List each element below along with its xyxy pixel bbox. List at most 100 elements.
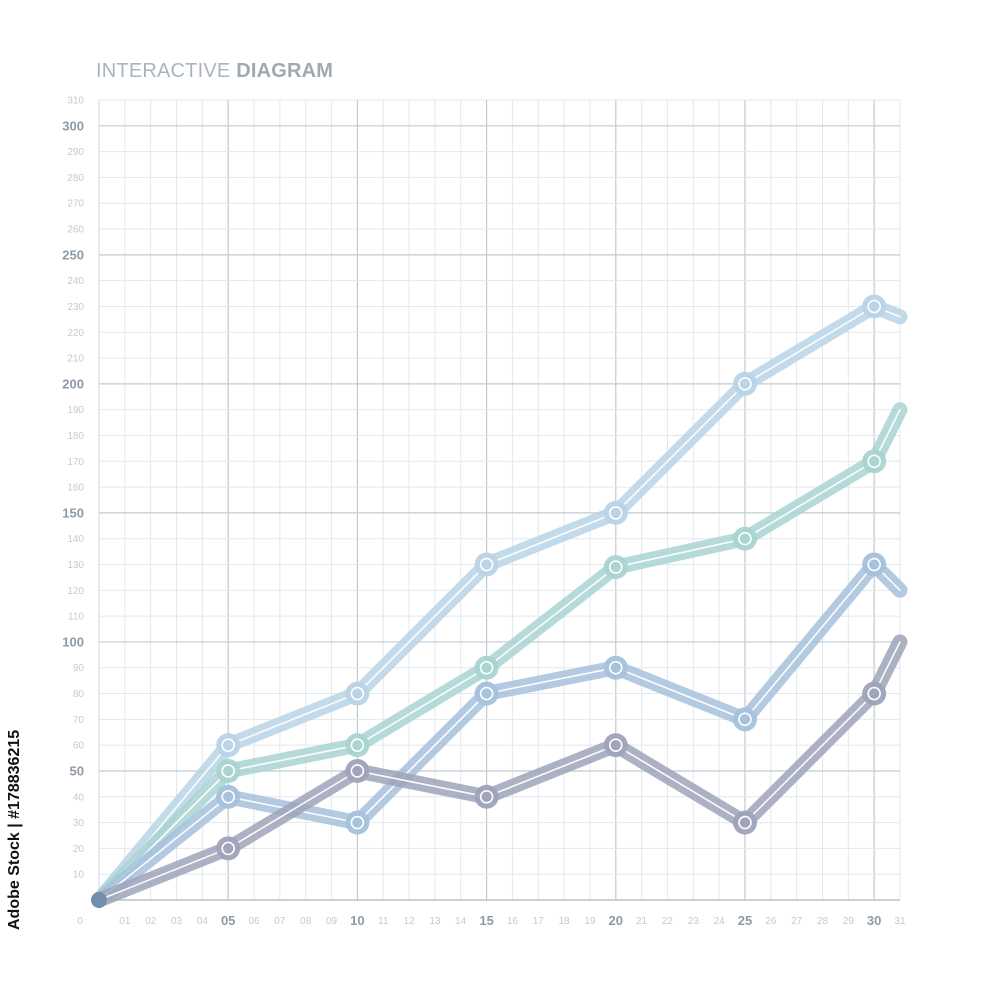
series-point-halo [603,655,628,680]
y-tick-label: 300 [62,118,84,133]
series-point-halo [216,836,241,861]
x-tick-label: 26 [765,916,777,927]
x-tick-label: 04 [197,916,209,927]
series-point-halo [862,294,887,319]
series-point-halo [216,758,241,783]
series-point-halo [732,810,757,835]
y-tick-label: 150 [62,505,84,520]
x-tick-label: 08 [300,916,312,927]
y-tick-label: 260 [67,225,84,236]
x-tick-label: 21 [636,916,648,927]
x-tick-label: 17 [533,916,545,927]
series-point-halo [345,681,370,706]
y-tick-label: 240 [67,276,84,287]
x-tick-label: 15 [479,913,493,928]
x-tick-label: 25 [738,913,752,928]
series-line-band [91,402,908,908]
series-line-core [98,305,901,901]
series-point-halo [862,681,887,706]
series-point [479,789,494,804]
x-tick-label: 24 [714,916,726,927]
y-tick-label: 110 [68,612,84,623]
x-tick-label: 28 [817,916,829,927]
x-tick-label: 11 [378,916,389,927]
x-tick-label: 09 [326,916,338,927]
y-tick-label: 40 [73,792,85,803]
series-point [479,686,494,701]
y-tick-label: 220 [67,328,84,339]
y-tick-label: 180 [67,431,84,442]
x-tick-label: 14 [455,916,467,927]
x-tick-label: 05 [221,913,235,928]
series-point [350,686,365,701]
series-point [738,712,752,727]
series-lines [91,299,908,908]
series-line-core [98,563,901,901]
x-tick-label: 22 [662,916,674,927]
series-point [221,764,235,778]
y-tick-label: 90 [73,663,85,674]
y-tick-label: 280 [67,173,84,184]
series-line-core [98,408,901,901]
y-tick-label: 70 [73,715,85,726]
y-tick-label: 80 [73,689,85,700]
y-tick-label: 310 [67,96,84,107]
series-point [867,299,881,314]
y-tick-label: 140 [67,534,84,545]
series-point-halo [603,555,628,580]
y-tick-label: 170 [67,457,84,468]
y-tick-label: 60 [73,741,85,752]
series-point-halo [732,526,757,551]
y-tick-label: 230 [67,302,84,313]
series-point [350,815,365,830]
series-point [867,454,881,469]
series-point-halo [216,733,241,758]
series-point [867,557,881,572]
series-point [608,738,623,752]
y-tick-label: 210 [67,354,84,365]
series-point [738,377,752,391]
x-tick-label: 31 [894,916,906,927]
x-tick-label: 19 [584,916,596,927]
y-tick-label: 160 [67,483,84,494]
image-credit: Adobe Stock | #178836215 [6,729,23,930]
x-tick-label: 10 [350,913,364,928]
x-tick-label: 18 [559,916,571,927]
series-point [608,506,623,520]
series-point-halo [345,758,370,783]
series-point [350,738,365,752]
chart-title-bold: DIAGRAM [236,60,334,82]
series-point [221,841,235,856]
series-point-halo [345,810,370,835]
y-tick-label: 190 [67,405,84,416]
series-point [479,557,494,572]
series-point [350,764,365,778]
series-point [738,531,752,546]
series-point [738,815,752,830]
x-tick-label: 03 [171,916,183,927]
x-tick-label: 0 [77,916,83,927]
y-tick-label: 130 [67,560,84,571]
series-point-halo [474,681,499,706]
series-point [221,789,235,804]
y-tick-label: 250 [62,247,84,262]
x-tick-label: 29 [843,916,855,927]
x-tick-label: 13 [429,916,441,927]
y-tick-label: 100 [62,634,84,649]
series-point-halo [345,733,370,758]
series-point-halo [474,552,499,577]
y-axis: 10 20 30 40 50 60 70 80 90 100 110 120 130 140 150 160 1… [62,96,84,881]
series-line-core [98,641,901,901]
series-point [608,660,623,675]
series-point-halo [603,733,628,758]
series-point-halo [216,784,241,809]
chart-title: INTERACTIVE DIAGRAM [96,60,333,83]
series-point-halo [732,707,757,732]
series-point [479,660,494,675]
x-tick-label: 16 [507,916,519,927]
origin-point [91,892,107,908]
series-point-halo [862,552,887,577]
series-point [608,560,623,574]
y-tick-label: 10 [73,870,85,881]
